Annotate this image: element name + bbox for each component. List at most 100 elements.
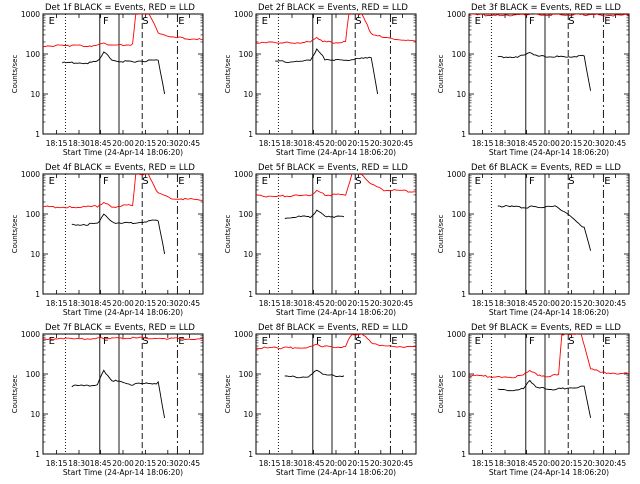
marker-label: S	[568, 336, 574, 347]
plot-frame	[42, 333, 204, 455]
y-axis-label: Counts/sec	[11, 215, 19, 254]
y-tick-label: 100	[26, 50, 41, 59]
marker-label: S	[355, 176, 361, 187]
y-tick-label: 10	[243, 410, 253, 419]
series-events-line	[497, 205, 592, 251]
plot-frame	[468, 173, 630, 295]
panel-2: Det 2f BLACK = Events, RED = LLD 1 10 100 10…	[224, 3, 417, 157]
marker-label: F	[103, 176, 109, 187]
x-tick-label: 20:15	[135, 139, 157, 148]
x-axis-label: Start Time (24-Apr-14 18:06:20)	[276, 468, 396, 477]
marker-label: F	[316, 176, 322, 187]
y-tick-label: 100	[239, 370, 254, 379]
y-tick-label: 1000	[447, 170, 466, 179]
x-tick-label: 18:30	[281, 459, 303, 468]
marker-label: F	[103, 16, 109, 27]
y-tick-label: 1000	[234, 10, 253, 19]
x-tick-label: 18:30	[494, 459, 516, 468]
marker-label: S	[568, 16, 574, 27]
marker-label: S	[355, 336, 361, 347]
panel-title: Det 2f BLACK = Events, RED = LLD	[258, 3, 408, 13]
marker-label: S	[142, 176, 148, 187]
marker-label: F	[316, 336, 322, 347]
x-axis-label: Start Time (24-Apr-14 18:06:20)	[63, 468, 183, 477]
panel-6: Det 6f BLACK = Events, RED = LLD 1 10 100 10…	[437, 163, 630, 317]
y-tick-label: 1	[248, 450, 253, 459]
marker-label: F	[316, 16, 322, 27]
y-tick-label: 100	[239, 210, 254, 219]
marker-label: E	[49, 336, 55, 347]
x-tick-label: 18:30	[68, 459, 90, 468]
marker-label: E	[391, 16, 397, 27]
series-lld-line	[469, 14, 629, 17]
x-tick-label: 20:00	[112, 139, 134, 148]
x-tick-label: 20:00	[325, 139, 347, 148]
y-tick-label: 10	[456, 410, 466, 419]
y-tick-label: 1	[35, 290, 40, 299]
x-tick-label: 18:45	[90, 459, 112, 468]
x-axis-label: Start Time (24-Apr-14 18:06:20)	[489, 468, 609, 477]
marker-label: S	[142, 336, 148, 347]
marker-label: S	[142, 16, 148, 27]
marker-label: F	[103, 336, 109, 347]
y-tick-label: 1000	[447, 330, 466, 339]
y-axis-label: Counts/sec	[224, 55, 232, 94]
marker-label: E	[262, 336, 268, 347]
marker-label: E	[49, 176, 55, 187]
marker-label: F	[529, 176, 535, 187]
x-tick-label: 18:45	[303, 459, 325, 468]
panel-title: Det 3f BLACK = Events, RED = LLD	[471, 3, 621, 13]
x-tick-label: 18:15	[46, 139, 68, 148]
marker-label: E	[604, 336, 610, 347]
x-tick-label: 20:30	[370, 139, 392, 148]
y-axis-label: Counts/sec	[224, 375, 232, 414]
series-lld-line	[469, 334, 629, 379]
x-tick-label: 18:30	[68, 299, 90, 308]
marker-label: S	[355, 16, 361, 27]
y-tick-label: 1	[248, 290, 253, 299]
plot-frame	[255, 173, 417, 295]
x-tick-label: 20:15	[135, 459, 157, 468]
y-tick-label: 1000	[234, 330, 253, 339]
x-tick-label: 20:45	[605, 459, 627, 468]
series-lld-line	[256, 174, 416, 198]
x-tick-label: 20:30	[370, 299, 392, 308]
y-tick-label: 1	[461, 130, 466, 139]
x-tick-label: 20:45	[392, 139, 414, 148]
y-axis-label: Counts/sec	[437, 375, 445, 414]
plot-frame	[42, 173, 204, 295]
y-axis-label: Counts/sec	[11, 375, 19, 414]
y-tick-label: 1	[248, 130, 253, 139]
marker-label: E	[475, 176, 481, 187]
y-tick-label: 100	[239, 50, 254, 59]
y-tick-label: 10	[456, 90, 466, 99]
x-tick-label: 20:15	[348, 139, 370, 148]
y-axis-label: Counts/sec	[224, 215, 232, 254]
marker-label: F	[529, 16, 535, 27]
x-tick-label: 20:30	[583, 459, 605, 468]
x-tick-label: 20:30	[583, 139, 605, 148]
marker-label: E	[49, 16, 55, 27]
x-tick-label: 20:45	[179, 299, 201, 308]
plot-frame	[42, 13, 204, 135]
x-tick-label: 20:45	[179, 459, 201, 468]
marker-label: E	[178, 336, 184, 347]
x-axis-label: Start Time (24-Apr-14 18:06:20)	[489, 148, 609, 157]
x-tick-label: 18:15	[259, 299, 281, 308]
series-events-line	[275, 48, 379, 95]
x-tick-label: 20:00	[112, 299, 134, 308]
y-tick-label: 1000	[21, 170, 40, 179]
x-tick-label: 20:15	[348, 459, 370, 468]
y-tick-label: 1000	[447, 10, 466, 19]
panel-1: Det 1f BLACK = Events, RED = LLD 1 10 100 10…	[11, 3, 204, 157]
y-axis-label: Counts/sec	[11, 55, 19, 94]
x-tick-label: 20:30	[157, 459, 179, 468]
y-tick-label: 1	[35, 450, 40, 459]
x-tick-label: 20:00	[538, 459, 560, 468]
y-tick-label: 10	[30, 250, 40, 259]
x-tick-label: 18:45	[303, 299, 325, 308]
panel-title: Det 8f BLACK = Events, RED = LLD	[258, 323, 408, 333]
y-tick-label: 1	[35, 130, 40, 139]
marker-label: E	[391, 336, 397, 347]
